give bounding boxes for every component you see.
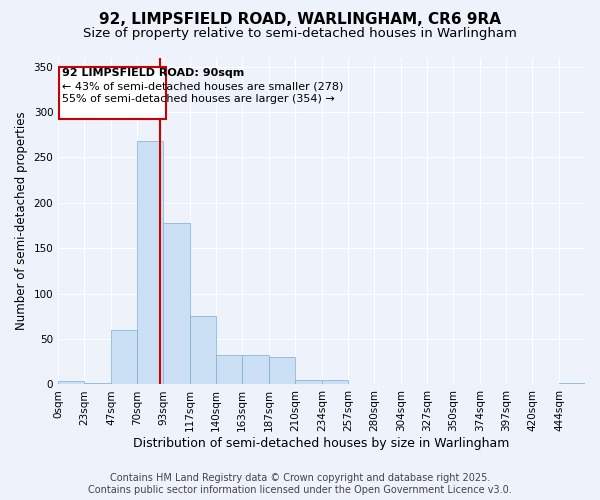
Bar: [84, 382, 111, 384]
Bar: [295, 380, 322, 384]
Bar: [242, 356, 269, 384]
Bar: [163, 223, 190, 384]
Text: ← 43% of semi-detached houses are smaller (278): ← 43% of semi-detached houses are smalle…: [62, 81, 343, 91]
Text: 55% of semi-detached houses are larger (354) →: 55% of semi-detached houses are larger (…: [62, 94, 334, 104]
X-axis label: Distribution of semi-detached houses by size in Warlingham: Distribution of semi-detached houses by …: [133, 437, 510, 450]
Text: Contains HM Land Registry data © Crown copyright and database right 2025.
Contai: Contains HM Land Registry data © Crown c…: [88, 474, 512, 495]
Bar: [137, 141, 163, 384]
Text: Size of property relative to semi-detached houses in Warlingham: Size of property relative to semi-detach…: [83, 28, 517, 40]
Bar: [216, 356, 242, 384]
Text: 92 LIMPSFIELD ROAD: 90sqm: 92 LIMPSFIELD ROAD: 90sqm: [62, 68, 244, 78]
Bar: [322, 380, 348, 384]
Bar: [269, 357, 295, 384]
Bar: [111, 330, 137, 384]
Bar: [559, 382, 585, 384]
Y-axis label: Number of semi-detached properties: Number of semi-detached properties: [15, 112, 28, 330]
Bar: [58, 381, 84, 384]
FancyBboxPatch shape: [59, 66, 166, 120]
Bar: [190, 316, 216, 384]
Text: 92, LIMPSFIELD ROAD, WARLINGHAM, CR6 9RA: 92, LIMPSFIELD ROAD, WARLINGHAM, CR6 9RA: [99, 12, 501, 28]
